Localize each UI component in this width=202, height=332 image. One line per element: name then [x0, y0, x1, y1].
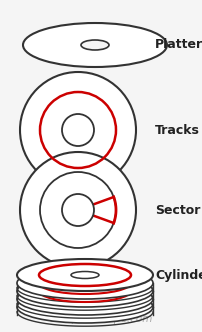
- Circle shape: [20, 72, 136, 188]
- Ellipse shape: [17, 275, 153, 307]
- Ellipse shape: [23, 23, 167, 67]
- Text: Platter: Platter: [155, 39, 202, 51]
- Ellipse shape: [17, 283, 153, 315]
- Ellipse shape: [17, 291, 153, 323]
- Ellipse shape: [71, 272, 99, 279]
- Ellipse shape: [81, 40, 109, 50]
- Ellipse shape: [17, 267, 153, 299]
- Ellipse shape: [17, 259, 153, 291]
- Text: Sector: Sector: [155, 204, 200, 216]
- Text: ComputerHope.com: ComputerHope.com: [49, 314, 153, 324]
- Text: Cylinder: Cylinder: [155, 269, 202, 282]
- Circle shape: [20, 152, 136, 268]
- Text: Tracks: Tracks: [155, 124, 200, 136]
- Circle shape: [62, 114, 94, 146]
- Circle shape: [62, 194, 94, 226]
